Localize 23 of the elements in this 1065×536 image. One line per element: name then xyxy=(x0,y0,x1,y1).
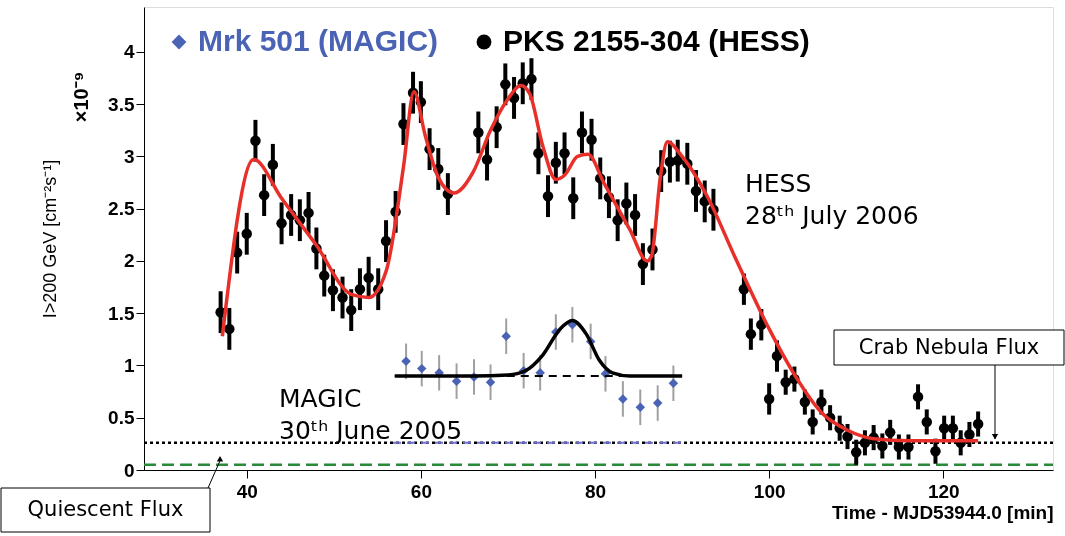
y-tick-label: 3.5 xyxy=(108,93,135,115)
x-tick-label: 120 xyxy=(927,480,960,502)
y-tick-label: 0.5 xyxy=(108,407,135,429)
legend-label: Mrk 501 (MAGIC) xyxy=(198,24,439,57)
annotation: MAGIC 30ᵗʰ June 2005 xyxy=(279,384,463,445)
y-tick-label: 1.5 xyxy=(108,302,135,324)
x-tick-label: 80 xyxy=(584,480,607,502)
ref-line-label: Quiescent Flux xyxy=(27,497,184,521)
y-tick-label: 4 xyxy=(123,41,135,63)
ref-line-label: Crab Nebula Flux xyxy=(858,334,1040,359)
y-tick-label: 0 xyxy=(123,459,135,481)
y-axis-title: I>200 GeV [cm⁻²s⁻¹] xyxy=(40,159,61,319)
x-tick-label: 40 xyxy=(236,480,258,502)
legend-label: PKS 2155-304 (HESS) xyxy=(503,24,810,57)
y-tick-label: 3 xyxy=(123,145,135,167)
x-axis-title: Time - MJD53944.0 [min] xyxy=(832,501,1054,523)
y-tick-label: 1 xyxy=(123,354,135,376)
y-tick-label: 2.5 xyxy=(108,198,135,220)
x-tick-label: 100 xyxy=(753,480,786,502)
y-tick-label: 2 xyxy=(123,250,135,272)
annotation: HESS 28ᵗʰ July 2006 xyxy=(745,169,919,230)
x-tick-label: 60 xyxy=(410,480,432,502)
text: ×10⁻⁹ xyxy=(70,71,92,123)
